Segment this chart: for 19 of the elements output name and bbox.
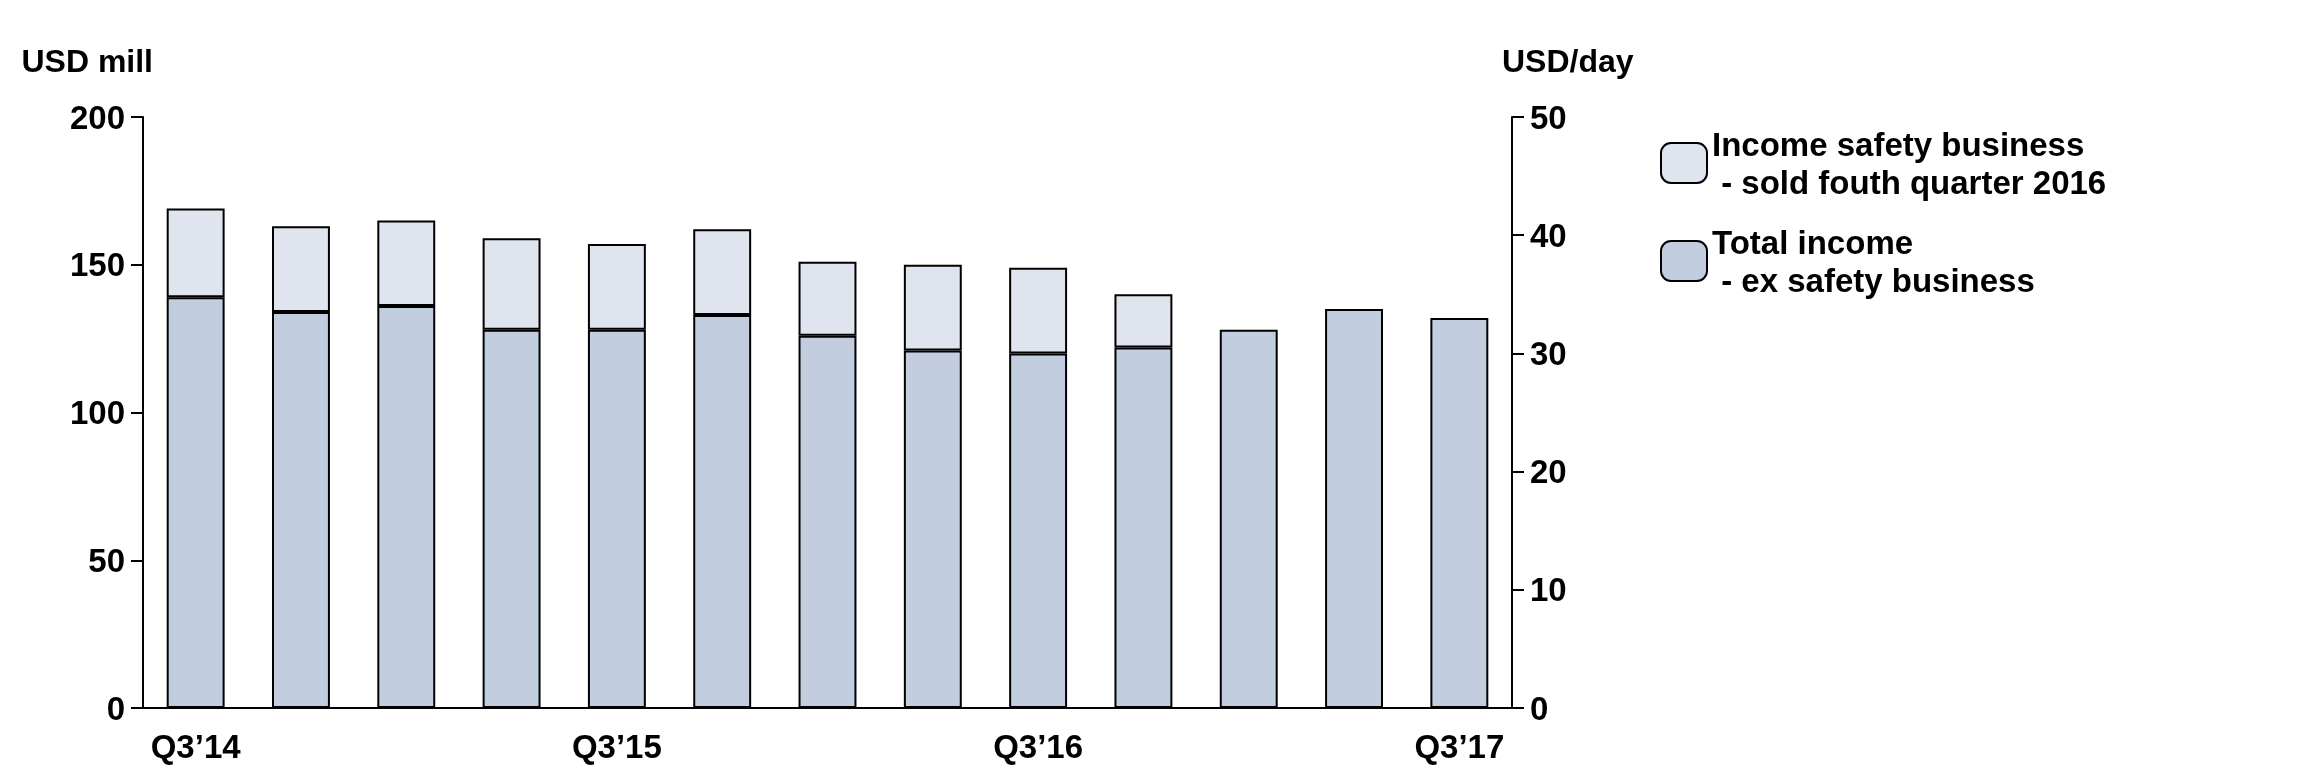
x-tick-label: Q3’15: [571, 728, 662, 765]
y2-axis-title: USD/day: [1502, 43, 1634, 79]
y2-tick-label: 50: [1530, 98, 1567, 136]
y2-tick-label: 20: [1530, 453, 1567, 491]
y2-tick-label: 0: [1530, 689, 1549, 727]
legend-label: Income safety business - sold fouth quarter 2016: [1712, 125, 2107, 201]
y-tick-label: 100: [69, 394, 125, 431]
y-tick-label: 50: [88, 541, 125, 579]
y2-tick-label: 40: [1530, 216, 1567, 254]
y-tick-label: 200: [69, 98, 125, 136]
y-tick-label: 150: [69, 246, 125, 284]
x-tick-label: Q3’14: [150, 728, 242, 765]
y-axis-title: USD mill: [21, 43, 153, 79]
y2-tick-label: 10: [1530, 571, 1567, 609]
x-tick-label: Q3’16: [993, 728, 1084, 765]
y2-tick-label: 30: [1530, 334, 1567, 372]
y-tick-label: 0: [106, 689, 125, 727]
x-tick-label: Q3’17: [1414, 728, 1505, 765]
legend-label: Total income - ex safety business: [1712, 223, 2035, 299]
